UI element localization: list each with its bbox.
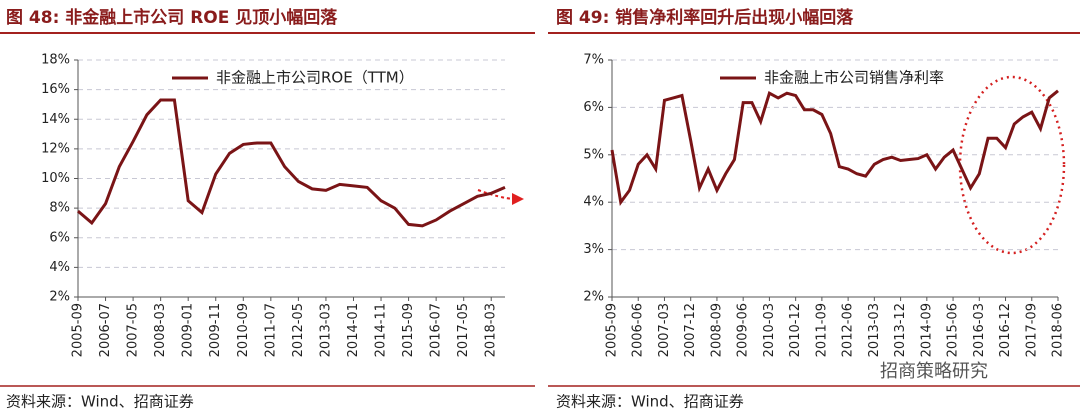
y-tick-label: 5%: [583, 147, 604, 162]
source: 资料来源：Wind、招商证券: [6, 393, 194, 411]
x-tick-label: 2015-06: [946, 303, 961, 357]
line-series: [77, 98, 506, 228]
x-tick-label: 2014-09: [919, 303, 934, 357]
y-tick-label: 8%: [49, 201, 70, 216]
x-tick-label: 2005-09: [605, 303, 620, 357]
x-tick-label: 2017-05: [456, 303, 471, 357]
x-tick-label: 2016-12: [998, 303, 1013, 357]
x-tick-label: 2007-12: [683, 303, 698, 357]
x-tick-label: 2006-07: [98, 303, 113, 357]
legend-label: 非金融上市公司ROE（TTM）: [216, 69, 414, 87]
y-tick-label: 2%: [583, 290, 604, 305]
x-tick-label: 2007-05: [126, 303, 141, 357]
x-tick-label: 2006-06: [631, 303, 646, 357]
x-tick-label: 2017-09: [1024, 303, 1039, 357]
chart-title: 图 48: 非金融上市公司 ROE 见顶小幅回落: [6, 7, 338, 28]
x-tick-label: 2010-12: [788, 303, 803, 357]
x-tick-label: 2010-03: [762, 303, 777, 357]
x-tick-label: 2016-03: [972, 303, 987, 357]
x-tick-label: 2009-11: [208, 303, 223, 357]
x-tick-label: 2015-09: [401, 303, 416, 357]
arrow-head: [512, 193, 524, 205]
x-tick-label: 2018-06: [1051, 303, 1066, 357]
x-tick-label: 2014-11: [374, 303, 389, 357]
y-tick-label: 10%: [41, 171, 70, 186]
x-tick-label: 2013-03: [867, 303, 882, 357]
panel: 图 48: 非金融上市公司 ROE 见顶小幅回落 资料来源：Wind、招商证券 …: [0, 7, 535, 411]
x-tick-label: 2010-09: [236, 303, 251, 357]
x-tick-label: 2008-03: [153, 303, 168, 357]
y-tick-label: 12%: [41, 141, 70, 156]
line-series: [610, 89, 1059, 206]
x-tick-label: 2018-03: [484, 303, 499, 357]
y-tick-label: 6%: [583, 100, 604, 115]
y-tick-label: 16%: [41, 82, 70, 97]
y-tick-label: 18%: [41, 53, 70, 68]
x-tick-label: 2011-07: [263, 303, 278, 357]
x-tick-label: 2013-03: [318, 303, 333, 357]
x-tick-label: 2007-03: [657, 303, 672, 357]
source: 资料来源：Wind、招商证券: [556, 393, 744, 411]
y-tick-label: 3%: [583, 242, 604, 257]
chart-title: 图 49: 销售净利率回升后出现小幅回落: [556, 7, 854, 28]
x-tick-label: 2016-07: [429, 303, 444, 357]
y-tick-label: 7%: [583, 53, 604, 68]
legend-label: 非金融上市公司销售净利率: [764, 69, 944, 87]
x-tick-label: 2005-09: [71, 303, 86, 357]
y-tick-label: 4%: [49, 260, 70, 275]
x-tick-label: 2013-12: [893, 303, 908, 357]
watermark: 招商策略研究: [880, 361, 988, 382]
x-tick-label: 2008-09: [709, 303, 724, 357]
x-tick-label: 2011-09: [814, 303, 829, 357]
x-tick-label: 2014-01: [346, 303, 361, 357]
panel: 图 49: 销售净利率回升后出现小幅回落 资料来源：Wind、招商证券 招商策略…: [548, 7, 1080, 411]
y-tick-label: 2%: [49, 290, 70, 305]
x-tick-label: 2012-06: [841, 303, 856, 357]
y-tick-label: 14%: [41, 112, 70, 127]
x-tick-label: 2012-05: [291, 303, 306, 357]
y-tick-label: 4%: [583, 195, 604, 210]
x-tick-label: 2009-06: [736, 303, 751, 357]
y-tick-label: 6%: [49, 230, 70, 245]
x-tick-label: 2009-01: [181, 303, 196, 357]
trend-arrow: [477, 189, 515, 200]
